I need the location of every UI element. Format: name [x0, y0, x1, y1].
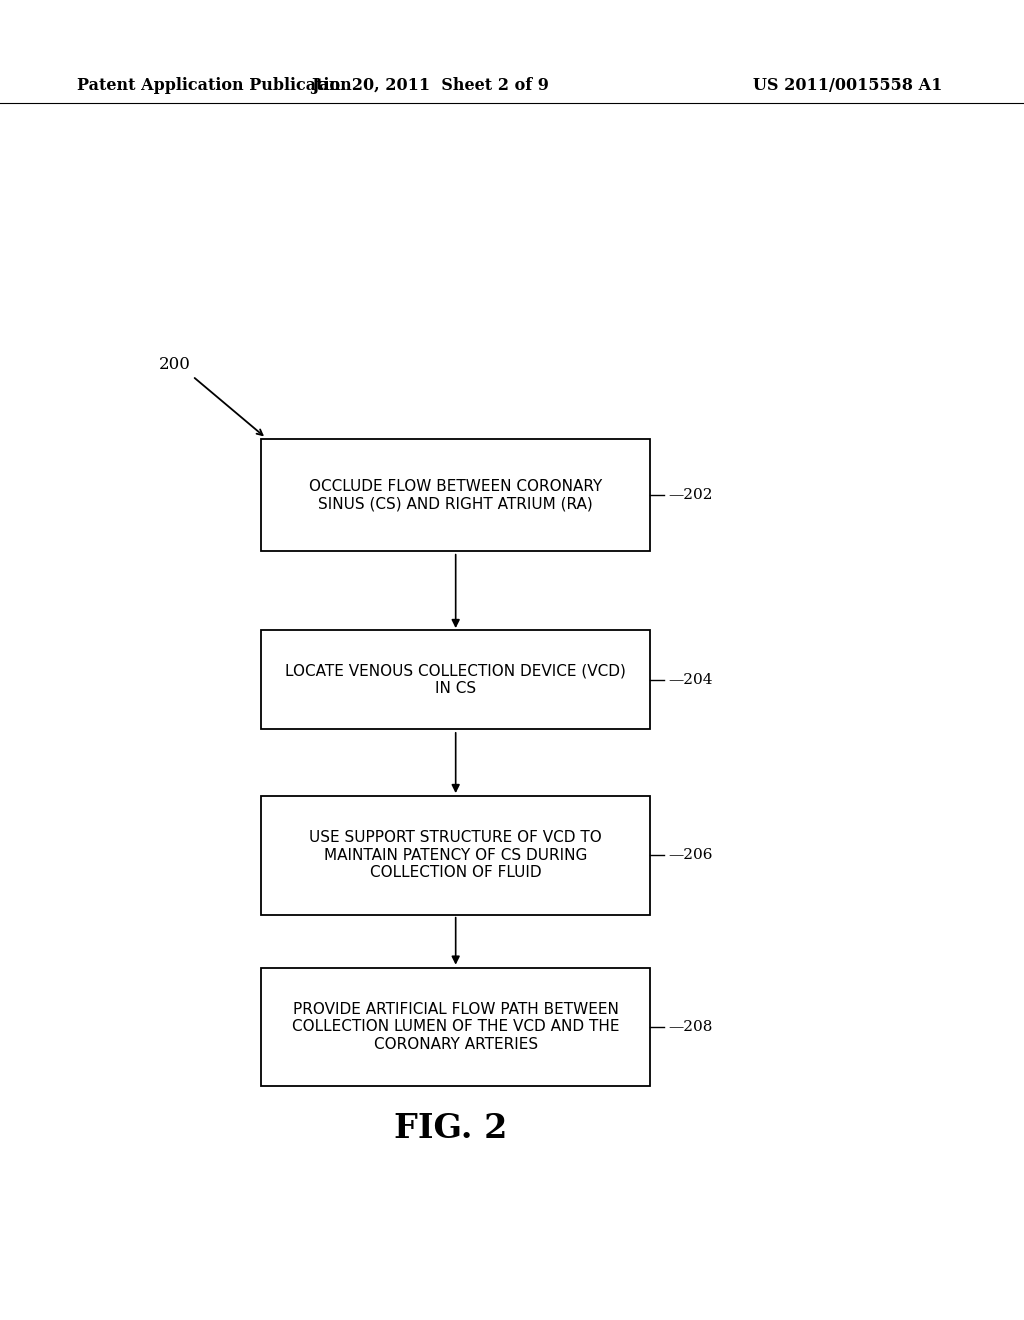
Text: Patent Application Publication: Patent Application Publication — [77, 78, 351, 94]
Text: —206: —206 — [669, 849, 713, 862]
Text: USE SUPPORT STRUCTURE OF VCD TO
MAINTAIN PATENCY OF CS DURING
COLLECTION OF FLUI: USE SUPPORT STRUCTURE OF VCD TO MAINTAIN… — [309, 830, 602, 880]
Text: —202: —202 — [669, 488, 713, 502]
Bar — [261, 630, 650, 729]
Text: 200: 200 — [159, 356, 190, 374]
Text: —204: —204 — [669, 673, 713, 686]
Text: Jan. 20, 2011  Sheet 2 of 9: Jan. 20, 2011 Sheet 2 of 9 — [311, 78, 549, 94]
Text: —208: —208 — [669, 1020, 713, 1034]
Text: OCCLUDE FLOW BETWEEN CORONARY
SINUS (CS) AND RIGHT ATRIUM (RA): OCCLUDE FLOW BETWEEN CORONARY SINUS (CS)… — [309, 479, 602, 511]
Text: US 2011/0015558 A1: US 2011/0015558 A1 — [753, 78, 942, 94]
Bar — [261, 968, 650, 1086]
Text: PROVIDE ARTIFICIAL FLOW PATH BETWEEN
COLLECTION LUMEN OF THE VCD AND THE
CORONAR: PROVIDE ARTIFICIAL FLOW PATH BETWEEN COL… — [292, 1002, 620, 1052]
Bar — [261, 438, 650, 552]
Text: LOCATE VENOUS COLLECTION DEVICE (VCD)
IN CS: LOCATE VENOUS COLLECTION DEVICE (VCD) IN… — [286, 664, 626, 696]
Text: FIG. 2: FIG. 2 — [394, 1111, 507, 1146]
Bar — [261, 796, 650, 915]
